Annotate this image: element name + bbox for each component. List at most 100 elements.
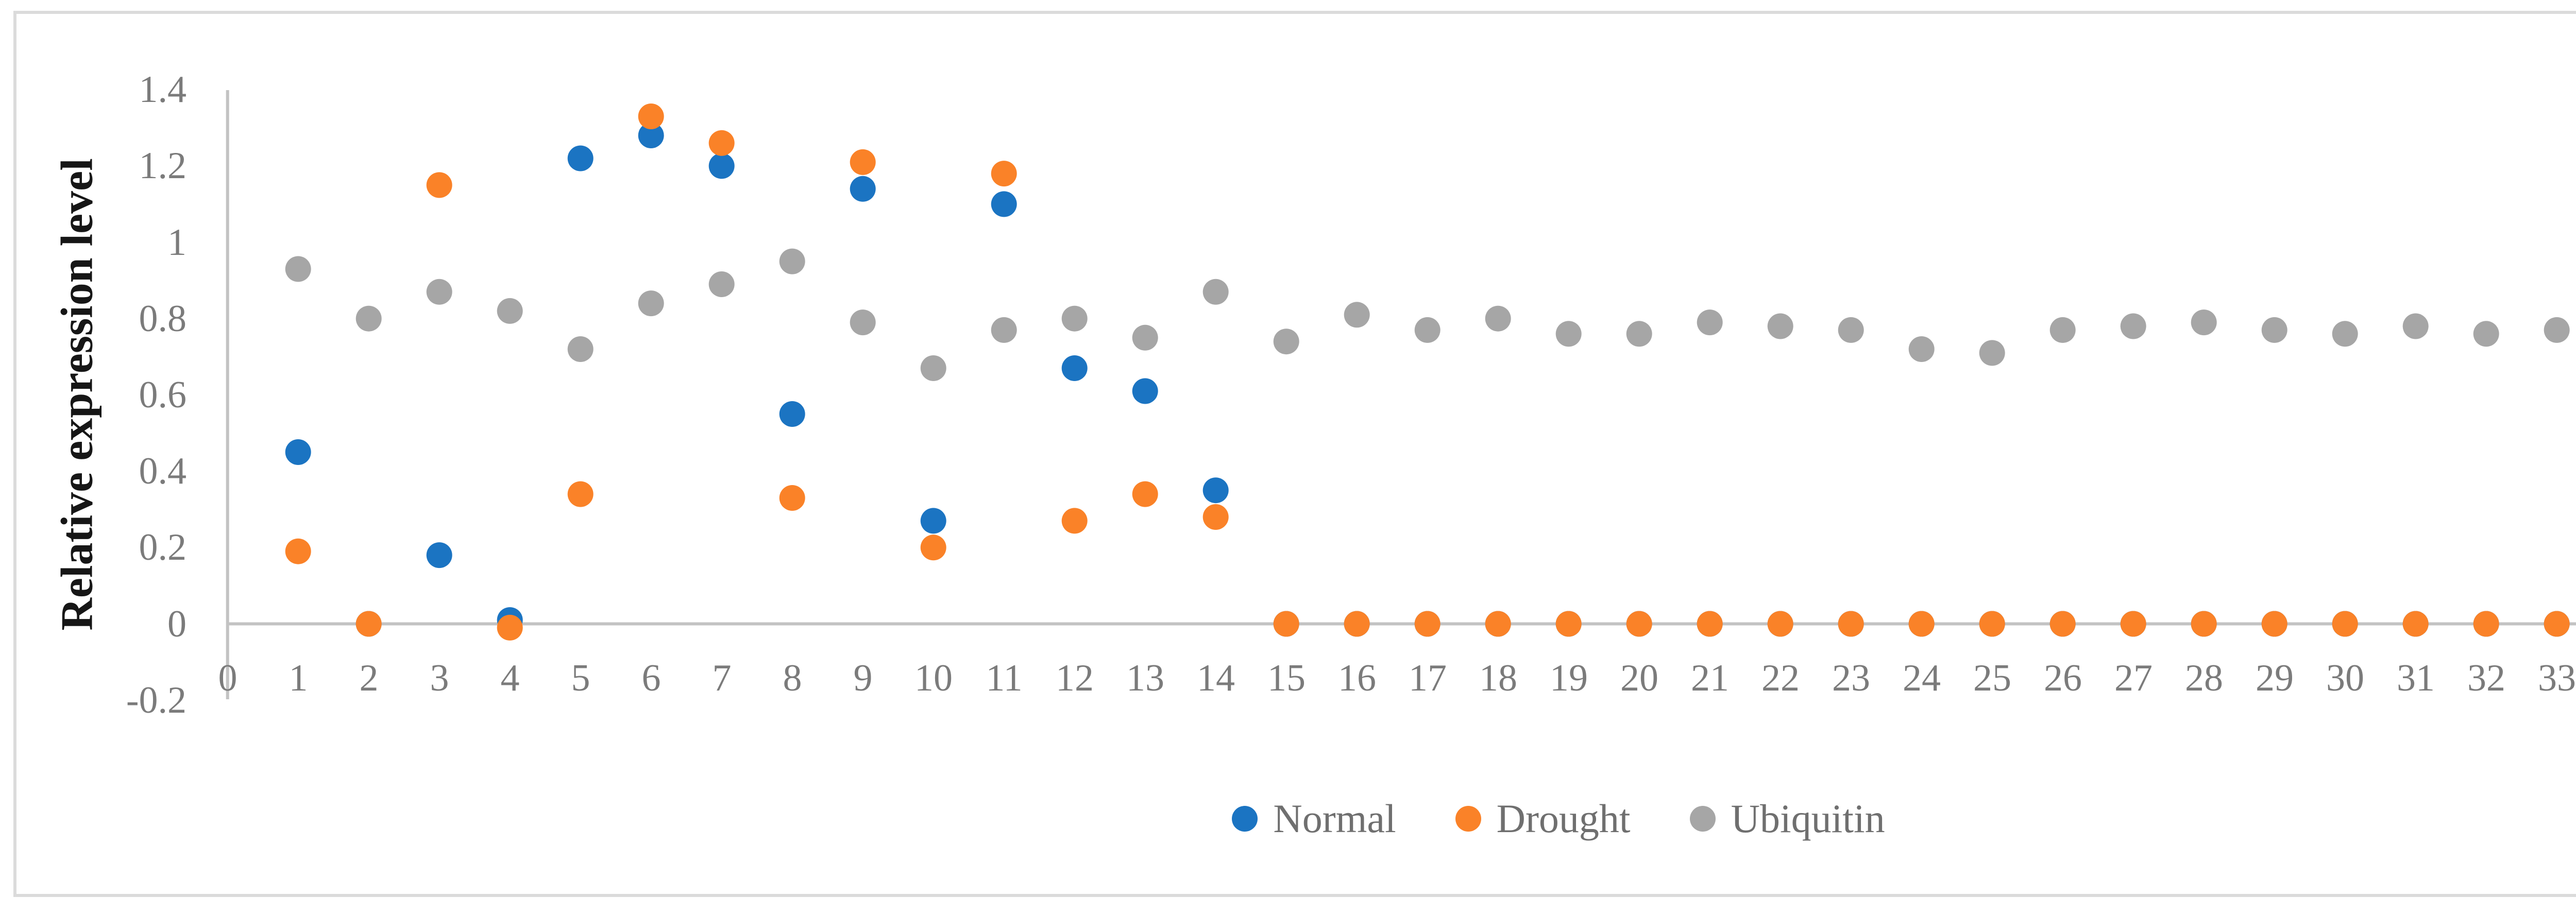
point-drought-30 (2332, 611, 2358, 637)
legend-marker-ubiquitin-icon (1689, 806, 1716, 832)
point-normal-3 (426, 542, 452, 568)
point-normal-11 (991, 191, 1017, 217)
y-tick-label-0.2: 0.2 (139, 526, 187, 568)
point-drought-12 (1061, 508, 1088, 534)
x-tick-label-28: 28 (2185, 657, 2223, 699)
point-normal-5 (567, 145, 594, 171)
point-ubiquitin-23 (1838, 317, 1864, 343)
point-ubiquitin-3 (426, 279, 452, 305)
point-ubiquitin-30 (2332, 321, 2358, 347)
x-tick-label-14: 14 (1197, 657, 1235, 699)
point-drought-8 (779, 485, 805, 511)
point-drought-27 (2120, 611, 2146, 637)
point-drought-24 (1908, 611, 1935, 637)
point-ubiquitin-15 (1273, 329, 1299, 355)
x-tick-label-31: 31 (2397, 657, 2435, 699)
point-drought-13 (1132, 481, 1158, 507)
point-ubiquitin-31 (2402, 313, 2429, 339)
point-ubiquitin-25 (1979, 340, 2005, 366)
point-drought-25 (1979, 611, 2005, 637)
x-tick-label-12: 12 (1056, 657, 1094, 699)
point-ubiquitin-17 (1414, 317, 1440, 343)
point-drought-28 (2191, 611, 2217, 637)
point-drought-22 (1767, 611, 1793, 637)
y-tick-label-0: 0 (167, 603, 187, 645)
x-tick-label-10: 10 (914, 657, 953, 699)
x-tick-label-16: 16 (1338, 657, 1376, 699)
point-drought-3 (426, 172, 452, 198)
x-tick-label-25: 25 (1973, 657, 2011, 699)
legend-label-ubiquitin: Ubiquitin (1731, 796, 1885, 841)
point-drought-7 (708, 130, 735, 156)
point-drought-20 (1626, 611, 1652, 637)
y-tick-label-1: 1 (167, 221, 187, 264)
point-ubiquitin-6 (638, 290, 664, 317)
point-drought-33 (2544, 611, 2570, 637)
point-drought-23 (1838, 611, 1864, 637)
point-drought-9 (850, 149, 876, 175)
x-tick-label-23: 23 (1832, 657, 1870, 699)
point-ubiquitin-19 (1555, 321, 1582, 347)
x-tick-label-20: 20 (1620, 657, 1658, 699)
point-normal-8 (779, 401, 805, 427)
x-tick-label-9: 9 (853, 657, 873, 699)
point-normal-6 (638, 123, 664, 148)
point-ubiquitin-11 (991, 317, 1017, 343)
point-normal-13 (1132, 378, 1158, 404)
y-tick-label-1.2: 1.2 (139, 145, 187, 187)
point-ubiquitin-1 (285, 256, 311, 282)
point-ubiquitin-10 (920, 355, 946, 381)
x-tick-label-27: 27 (2114, 657, 2153, 699)
point-ubiquitin-32 (2473, 321, 2499, 347)
x-tick-label-29: 29 (2256, 657, 2294, 699)
point-ubiquitin-5 (567, 336, 594, 362)
legend-marker-normal-icon (1232, 806, 1258, 832)
point-drought-26 (2049, 611, 2076, 637)
point-normal-10 (920, 508, 946, 534)
point-ubiquitin-13 (1132, 324, 1158, 351)
point-drought-17 (1414, 611, 1440, 637)
x-tick-label-13: 13 (1126, 657, 1164, 699)
point-ubiquitin-24 (1908, 336, 1935, 362)
point-drought-10 (920, 534, 946, 561)
point-ubiquitin-18 (1485, 305, 1511, 332)
point-ubiquitin-33 (2544, 317, 2570, 343)
y-tick-label--0.2: -0.2 (126, 679, 187, 721)
x-tick-label-26: 26 (2044, 657, 2082, 699)
point-ubiquitin-8 (779, 248, 805, 274)
x-tick-label-1: 1 (289, 657, 308, 699)
point-drought-29 (2261, 611, 2287, 637)
point-normal-7 (708, 153, 735, 179)
point-normal-14 (1202, 477, 1229, 504)
point-ubiquitin-22 (1767, 313, 1793, 339)
point-ubiquitin-7 (708, 271, 735, 297)
point-ubiquitin-4 (497, 298, 523, 324)
point-ubiquitin-2 (355, 305, 382, 332)
x-tick-label-15: 15 (1267, 657, 1306, 699)
x-tick-label-3: 3 (430, 657, 449, 699)
point-normal-1 (285, 439, 311, 465)
point-ubiquitin-14 (1202, 279, 1229, 305)
point-drought-31 (2402, 611, 2429, 637)
point-drought-19 (1555, 611, 1582, 637)
point-drought-15 (1273, 611, 1299, 637)
x-tick-label-7: 7 (712, 657, 732, 699)
point-ubiquitin-12 (1061, 305, 1088, 332)
x-tick-label-22: 22 (1761, 657, 1800, 699)
point-drought-14 (1202, 504, 1229, 530)
point-drought-2 (355, 611, 382, 637)
y-tick-label-0.8: 0.8 (139, 298, 187, 340)
legend-item-ubiquitin: Ubiquitin (1689, 796, 1885, 842)
point-ubiquitin-21 (1697, 309, 1723, 336)
x-tick-label-5: 5 (571, 657, 590, 699)
y-tick-label-0.6: 0.6 (139, 374, 187, 416)
x-tick-label-19: 19 (1550, 657, 1588, 699)
legend-item-drought: Drought (1455, 796, 1631, 842)
y-tick-label-0.4: 0.4 (139, 450, 187, 492)
point-drought-4 (497, 614, 523, 641)
point-ubiquitin-20 (1626, 321, 1652, 347)
x-tick-label-8: 8 (783, 657, 802, 699)
point-drought-18 (1485, 611, 1511, 637)
x-tick-label-18: 18 (1479, 657, 1517, 699)
